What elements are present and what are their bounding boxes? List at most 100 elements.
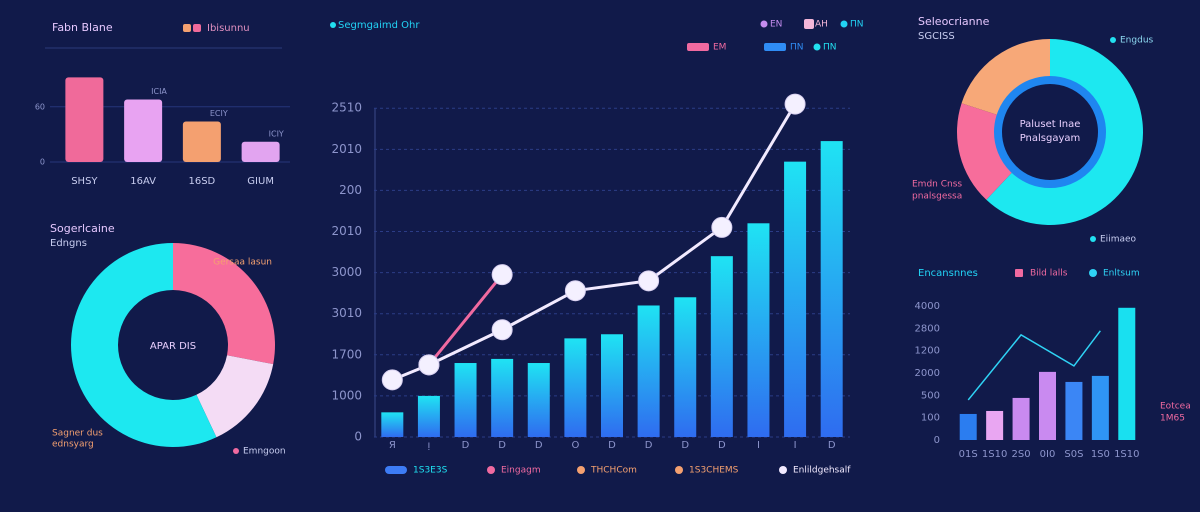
bar — [417, 395, 440, 437]
legend-label: 1S3CHEMS — [689, 466, 739, 476]
y-tick-label: 0 — [934, 435, 940, 446]
side-label: 1M65 — [1160, 414, 1185, 424]
x-tick-label: O — [571, 440, 579, 451]
legend-dot — [577, 466, 585, 474]
legend-label: Enlildgehsalf — [793, 466, 851, 476]
x-tick-label: D — [681, 440, 689, 451]
x-tick-label: D — [718, 440, 726, 451]
y-tick-label: 60 — [35, 102, 45, 111]
bar — [1012, 397, 1030, 440]
x-tick-label: D — [828, 440, 836, 451]
bar — [674, 297, 697, 437]
donut-label: Sagner dus — [52, 429, 103, 439]
line-marker — [381, 369, 403, 391]
x-tick-label: I — [757, 440, 760, 451]
x-tick-label: GIUM — [247, 176, 274, 187]
x-tick-label: 16SD — [188, 176, 215, 187]
x-tick-label: S0S — [1064, 449, 1083, 460]
bar — [491, 358, 514, 437]
legend-label: ПN — [790, 43, 804, 53]
annotation: ICIY — [269, 129, 284, 138]
donut-segment — [986, 39, 1143, 225]
donut-segment — [70, 243, 217, 448]
x-tick-label: 1S10 — [982, 449, 1007, 460]
y-tick-label: 2010 — [331, 142, 362, 156]
bar — [784, 161, 807, 437]
legend-swatch — [193, 24, 201, 32]
center-label: Paluset Inae — [1020, 119, 1081, 130]
donut-label: Emngoon — [243, 447, 286, 457]
y-tick-label: 3000 — [331, 265, 362, 279]
line-marker — [711, 216, 733, 238]
x-tick-label: D — [462, 440, 470, 451]
line-marker — [564, 280, 586, 302]
donut-label: Engdus — [1120, 36, 1154, 46]
donut-segment — [957, 103, 1013, 200]
title-dot — [330, 22, 336, 28]
annotation: ECIY — [210, 109, 228, 118]
x-tick-label: SHSY — [71, 176, 98, 187]
side-label: Eotcea — [1160, 402, 1191, 412]
bar — [959, 413, 977, 440]
y-tick-label: 0 — [40, 158, 45, 167]
chart-title: Encansnnes — [918, 268, 978, 279]
bar — [182, 121, 221, 162]
y-tick-label: 100 — [921, 413, 940, 424]
chart-title: Seleocrianne — [918, 15, 990, 28]
legend-dot — [487, 466, 495, 474]
x-tick-label: 2S0 — [1012, 449, 1031, 460]
x-tick-label: I — [794, 440, 797, 451]
legend-label: Enltsum — [1103, 269, 1140, 279]
center-sublabel: Pnalsgayam — [1020, 133, 1081, 144]
line — [967, 330, 1101, 401]
bar — [637, 305, 660, 437]
legend-label: EM — [713, 43, 726, 53]
legend-label: Bild lalls — [1030, 269, 1068, 279]
center-label: APAR DIS — [150, 341, 196, 352]
donut-label: Gersaa lasun — [213, 258, 272, 268]
line-marker — [638, 270, 660, 292]
x-tick-label: ᴉ — [428, 440, 431, 451]
x-tick-label: Я — [389, 440, 396, 451]
bar — [1039, 371, 1056, 440]
x-tick-label: 1S0 — [1091, 449, 1110, 460]
bar — [124, 99, 163, 162]
bar — [710, 256, 733, 437]
y-tick-label: 2510 — [331, 101, 362, 115]
x-tick-label: 1S10 — [1114, 449, 1139, 460]
legend-swatch — [385, 466, 407, 474]
y-tick-label: 1000 — [331, 388, 362, 402]
legend-label: Eingagm — [501, 466, 541, 476]
line-marker — [491, 264, 513, 286]
line — [427, 273, 504, 366]
y-tick-label: 2800 — [915, 323, 940, 334]
line-marker — [784, 93, 806, 115]
line-marker — [418, 354, 440, 376]
chart-title: Sogerlcaine — [50, 222, 115, 235]
x-tick-label: D — [535, 440, 543, 451]
bar — [564, 338, 587, 437]
legend-label: ПN — [850, 20, 864, 30]
y-tick-label: 1700 — [331, 347, 362, 361]
legend-label: AH — [815, 20, 828, 30]
donut-segment — [173, 243, 275, 365]
legend-dot — [840, 20, 848, 28]
bar — [454, 363, 477, 437]
y-tick-label: 1200 — [915, 346, 940, 357]
donut-label: pnalsgessa — [912, 192, 962, 202]
x-tick-label: 16AV — [130, 176, 156, 187]
legend-swatch — [183, 24, 191, 32]
legend-label: ΠN — [823, 43, 837, 53]
donut-label: ednsyarg — [52, 440, 94, 450]
bar — [527, 363, 550, 437]
legend-dot — [813, 43, 821, 51]
legend-dot — [760, 20, 768, 28]
legend-label: 1S3E3S — [413, 466, 448, 476]
legend-label: EN — [770, 20, 782, 30]
y-tick-label: 0 — [354, 430, 362, 444]
y-tick-label: 2010 — [331, 224, 362, 238]
chart-subtitle: Edngns — [50, 238, 87, 249]
chart-subtitle: SGCISS — [918, 31, 955, 42]
legend-label: Ibisunnu — [207, 23, 250, 34]
